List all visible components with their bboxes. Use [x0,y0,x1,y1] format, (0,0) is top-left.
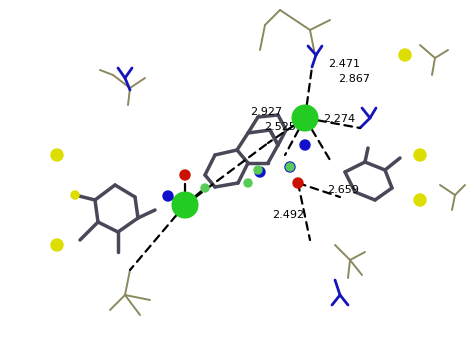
Text: 2.659: 2.659 [327,185,359,195]
Text: 2.525: 2.525 [264,122,296,132]
Circle shape [51,239,63,251]
Circle shape [244,179,252,187]
Text: 2.492: 2.492 [272,210,304,220]
Text: 2.867: 2.867 [338,74,370,84]
Circle shape [414,149,426,161]
Text: 2.274: 2.274 [323,114,355,124]
Circle shape [293,178,303,188]
Text: 2.471: 2.471 [328,59,360,69]
Circle shape [172,192,198,218]
Circle shape [300,140,310,150]
Circle shape [51,149,63,161]
Circle shape [254,166,262,174]
Circle shape [71,191,79,199]
Circle shape [399,49,411,61]
Text: 2.927: 2.927 [250,107,282,117]
Circle shape [286,163,294,171]
Circle shape [292,105,318,131]
Circle shape [201,184,209,192]
Circle shape [163,191,173,201]
Circle shape [255,167,265,177]
Circle shape [180,170,190,180]
Circle shape [285,162,295,172]
Circle shape [414,194,426,206]
